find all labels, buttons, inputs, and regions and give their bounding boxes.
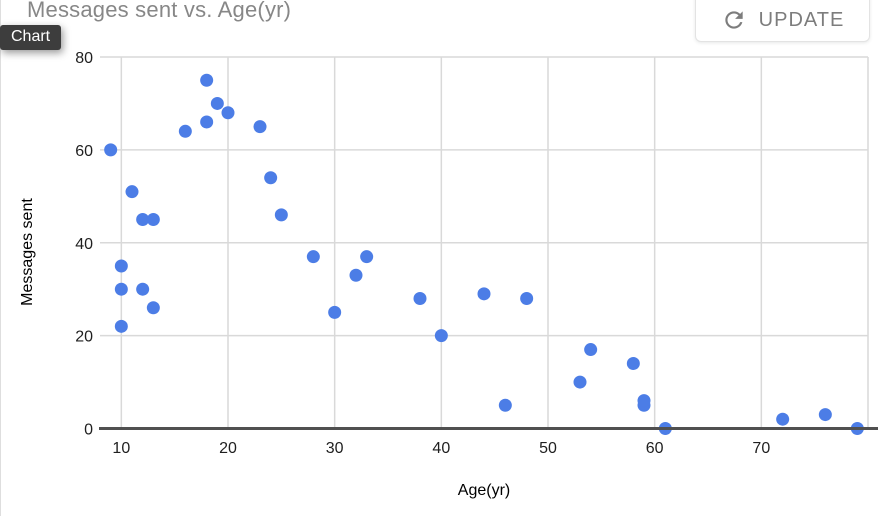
x-tick-label: 30 <box>326 440 344 457</box>
y-tick-label: 0 <box>84 422 93 439</box>
data-point <box>264 171 278 185</box>
data-point <box>146 301 160 315</box>
data-point <box>626 356 640 370</box>
data-point <box>637 394 651 408</box>
data-point <box>306 250 320 264</box>
data-point <box>434 329 448 343</box>
data-point <box>776 412 790 426</box>
x-tick-label: 20 <box>219 440 237 457</box>
data-point <box>328 305 342 319</box>
data-point <box>104 143 118 157</box>
data-point <box>584 343 598 357</box>
data-point <box>221 106 235 120</box>
data-point <box>125 185 139 199</box>
refresh-icon <box>725 11 743 29</box>
data-point <box>136 282 150 296</box>
data-point <box>253 120 267 134</box>
y-tick-label: 20 <box>75 329 93 346</box>
data-point <box>146 213 160 227</box>
x-tick-label: 10 <box>112 440 130 457</box>
data-point <box>818 408 832 422</box>
chart-drag-tooltip[interactable]: Chart <box>0 25 62 50</box>
data-point <box>200 73 214 87</box>
data-point <box>200 115 214 129</box>
data-point <box>114 319 128 333</box>
x-tick-label: 40 <box>432 440 450 457</box>
x-tick-label: 50 <box>539 440 557 457</box>
y-tick-label: 60 <box>75 143 93 160</box>
update-button[interactable]: UPDATE <box>695 0 870 42</box>
data-point <box>498 398 512 412</box>
x-tick-label: 70 <box>752 440 770 457</box>
x-tick-label: 60 <box>646 440 664 457</box>
y-tick-label: 80 <box>75 50 93 67</box>
data-point <box>274 208 288 222</box>
data-point <box>178 124 192 138</box>
screen-left-edge <box>0 0 1 516</box>
update-button-label: UPDATE <box>758 8 845 31</box>
data-point <box>360 250 374 264</box>
data-point <box>413 291 427 305</box>
data-point <box>573 375 587 389</box>
data-point <box>210 96 224 110</box>
data-point <box>114 259 128 273</box>
y-tick-label: 40 <box>75 236 93 253</box>
y-axis-title: Messages sent <box>19 198 36 306</box>
x-axis-title: Age(yr) <box>457 482 511 499</box>
data-point <box>349 268 363 282</box>
data-point <box>136 213 150 227</box>
chart-title: Messages sent vs. Age(yr) <box>27 0 292 22</box>
data-point <box>477 287 491 301</box>
data-point <box>520 291 534 305</box>
data-point <box>114 282 128 296</box>
